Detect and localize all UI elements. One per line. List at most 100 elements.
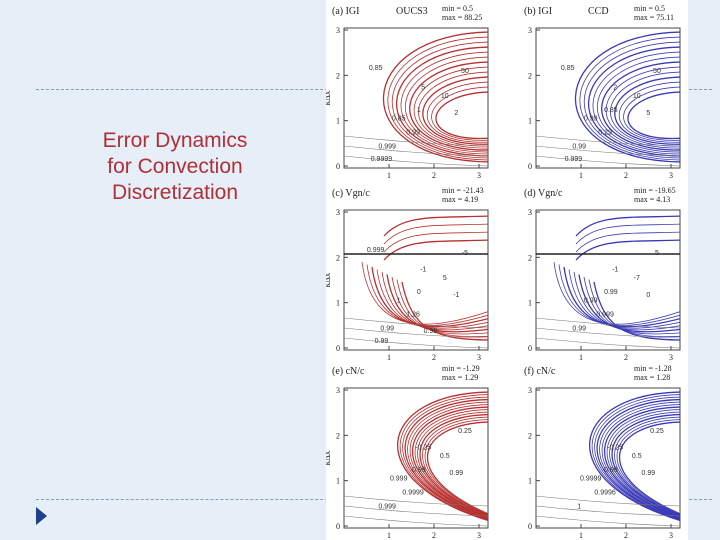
panel-min: min = -1.29 [442, 364, 480, 373]
contour-value-label: 0.99 [412, 467, 426, 474]
x-tick-label: 1 [387, 353, 391, 362]
y-tick-label: 2 [336, 431, 340, 440]
contour-value-label: 0.99 [584, 297, 598, 304]
contour-line [395, 46, 488, 157]
contour-value-label: 0 [417, 289, 421, 296]
contour-value-label: 5 [421, 85, 425, 92]
panel-max: max = 1.29 [442, 373, 478, 382]
contour-value-label: 0.5 [632, 453, 642, 460]
contour-line [422, 416, 488, 516]
contour-line [405, 56, 488, 153]
x-tick-label: 2 [624, 353, 628, 362]
panel-label: (c) Vgn/c [332, 188, 370, 199]
y-tick-label: 2 [528, 71, 532, 80]
y-tick-label: 0 [528, 522, 532, 531]
contour-line [606, 409, 680, 517]
contour-value-label: 0.99 [572, 325, 586, 332]
reference-contour [344, 155, 488, 167]
reference-contour [536, 505, 680, 517]
panel-frame [343, 209, 489, 351]
contour-value-label: 0.99 [450, 470, 464, 477]
contour-value-label: 0.85 [561, 65, 575, 72]
contour-figure: (a) IGI OUCS3 min = 0.5 max = 88.25 0 1 2 3 kΔx 1… [326, 0, 688, 540]
x-tick-label: 1 [579, 171, 583, 180]
reference-contour [344, 337, 488, 349]
panel-label: (e) cN/c [332, 366, 365, 377]
contour-line [419, 414, 488, 517]
contour-line [382, 31, 488, 163]
contour-line [391, 276, 488, 335]
panel-label: (b) IGI [524, 6, 552, 17]
panel-label: (d) Vgn/c [524, 188, 563, 199]
x-tick-label: 1 [579, 531, 583, 540]
reference-contour [344, 327, 488, 339]
contour-line [618, 81, 680, 143]
contour-value-label: 50 [653, 68, 661, 75]
contour-line [583, 276, 680, 335]
contour-line [574, 31, 680, 163]
contour-value-label: 0.99 [572, 143, 586, 150]
panel-min: min = -1.28 [634, 364, 672, 373]
title-line-2: for Convection [107, 155, 243, 178]
panel-max: max = 4.13 [634, 195, 670, 204]
contour-value-label: 0.9999 [580, 475, 602, 482]
contour-line [399, 394, 488, 521]
contour-line [427, 421, 488, 515]
contour-value-label: 1 [417, 107, 421, 114]
y-tick-label: 2 [528, 253, 532, 262]
contour-line [575, 223, 680, 245]
contour-line [616, 419, 680, 515]
x-tick-label: 1 [579, 353, 583, 362]
contour-value-label: 0.999 [390, 475, 408, 482]
contour-value-label: 5 [655, 250, 659, 257]
contour-line [599, 401, 680, 519]
contour-line [591, 394, 680, 521]
contour-value-label: 0.999 [378, 503, 396, 510]
contour-value-label: -1 [453, 292, 459, 299]
reference-contour [536, 317, 680, 329]
y-tick-label: 3 [528, 386, 532, 395]
contour-line [361, 261, 488, 325]
panel-frame [535, 27, 681, 169]
contour-line [383, 239, 488, 261]
contour-line [619, 421, 680, 515]
reference-contour [344, 135, 488, 147]
contour-value-label: -5 [462, 250, 468, 257]
contour-value-label: 5 [646, 110, 650, 117]
contour-value-label: -0.25 [415, 445, 431, 452]
x-tick-label: 3 [477, 531, 481, 540]
contour-value-label: -1 [420, 267, 426, 274]
contour-line [404, 399, 488, 520]
contour-value-label: 0.5 [440, 453, 450, 460]
contour-value-label: 0.25 [650, 428, 664, 435]
contour-value-label: -0.25 [607, 445, 623, 452]
contour-lines [344, 31, 488, 167]
contour-value-label: 0.99 [604, 289, 618, 296]
contour-line [396, 279, 488, 338]
panel-min: min = 0.5 [442, 4, 473, 13]
y-tick-label: 2 [336, 71, 340, 80]
panel-min: min = -21.43 [442, 186, 484, 195]
contour-line [601, 61, 680, 151]
contour-value-label: 0.999 [367, 247, 385, 254]
contour-line [418, 71, 488, 147]
contour-value-label: 5 [443, 275, 447, 282]
contour-line [426, 81, 488, 143]
next-slide-arrow-icon[interactable] [36, 507, 47, 525]
y-tick-label: 1 [336, 117, 340, 126]
contour-line [623, 86, 680, 141]
y-tick-label: 1 [336, 299, 340, 308]
contour-value-label: 50 [461, 68, 469, 75]
y-tick-label: 1 [528, 299, 532, 308]
panel-label: (a) IGI [332, 6, 359, 17]
reference-contour [536, 155, 680, 167]
contour-line [605, 66, 680, 149]
contour-value-label: 0.99 [642, 470, 656, 477]
contour-value-label: 0.29 [598, 129, 612, 136]
panel-scheme: CCD [588, 6, 609, 17]
contour-line [575, 215, 680, 237]
x-tick-label: 1 [387, 531, 391, 540]
contour-line [575, 231, 680, 253]
panel-frame [343, 387, 489, 529]
